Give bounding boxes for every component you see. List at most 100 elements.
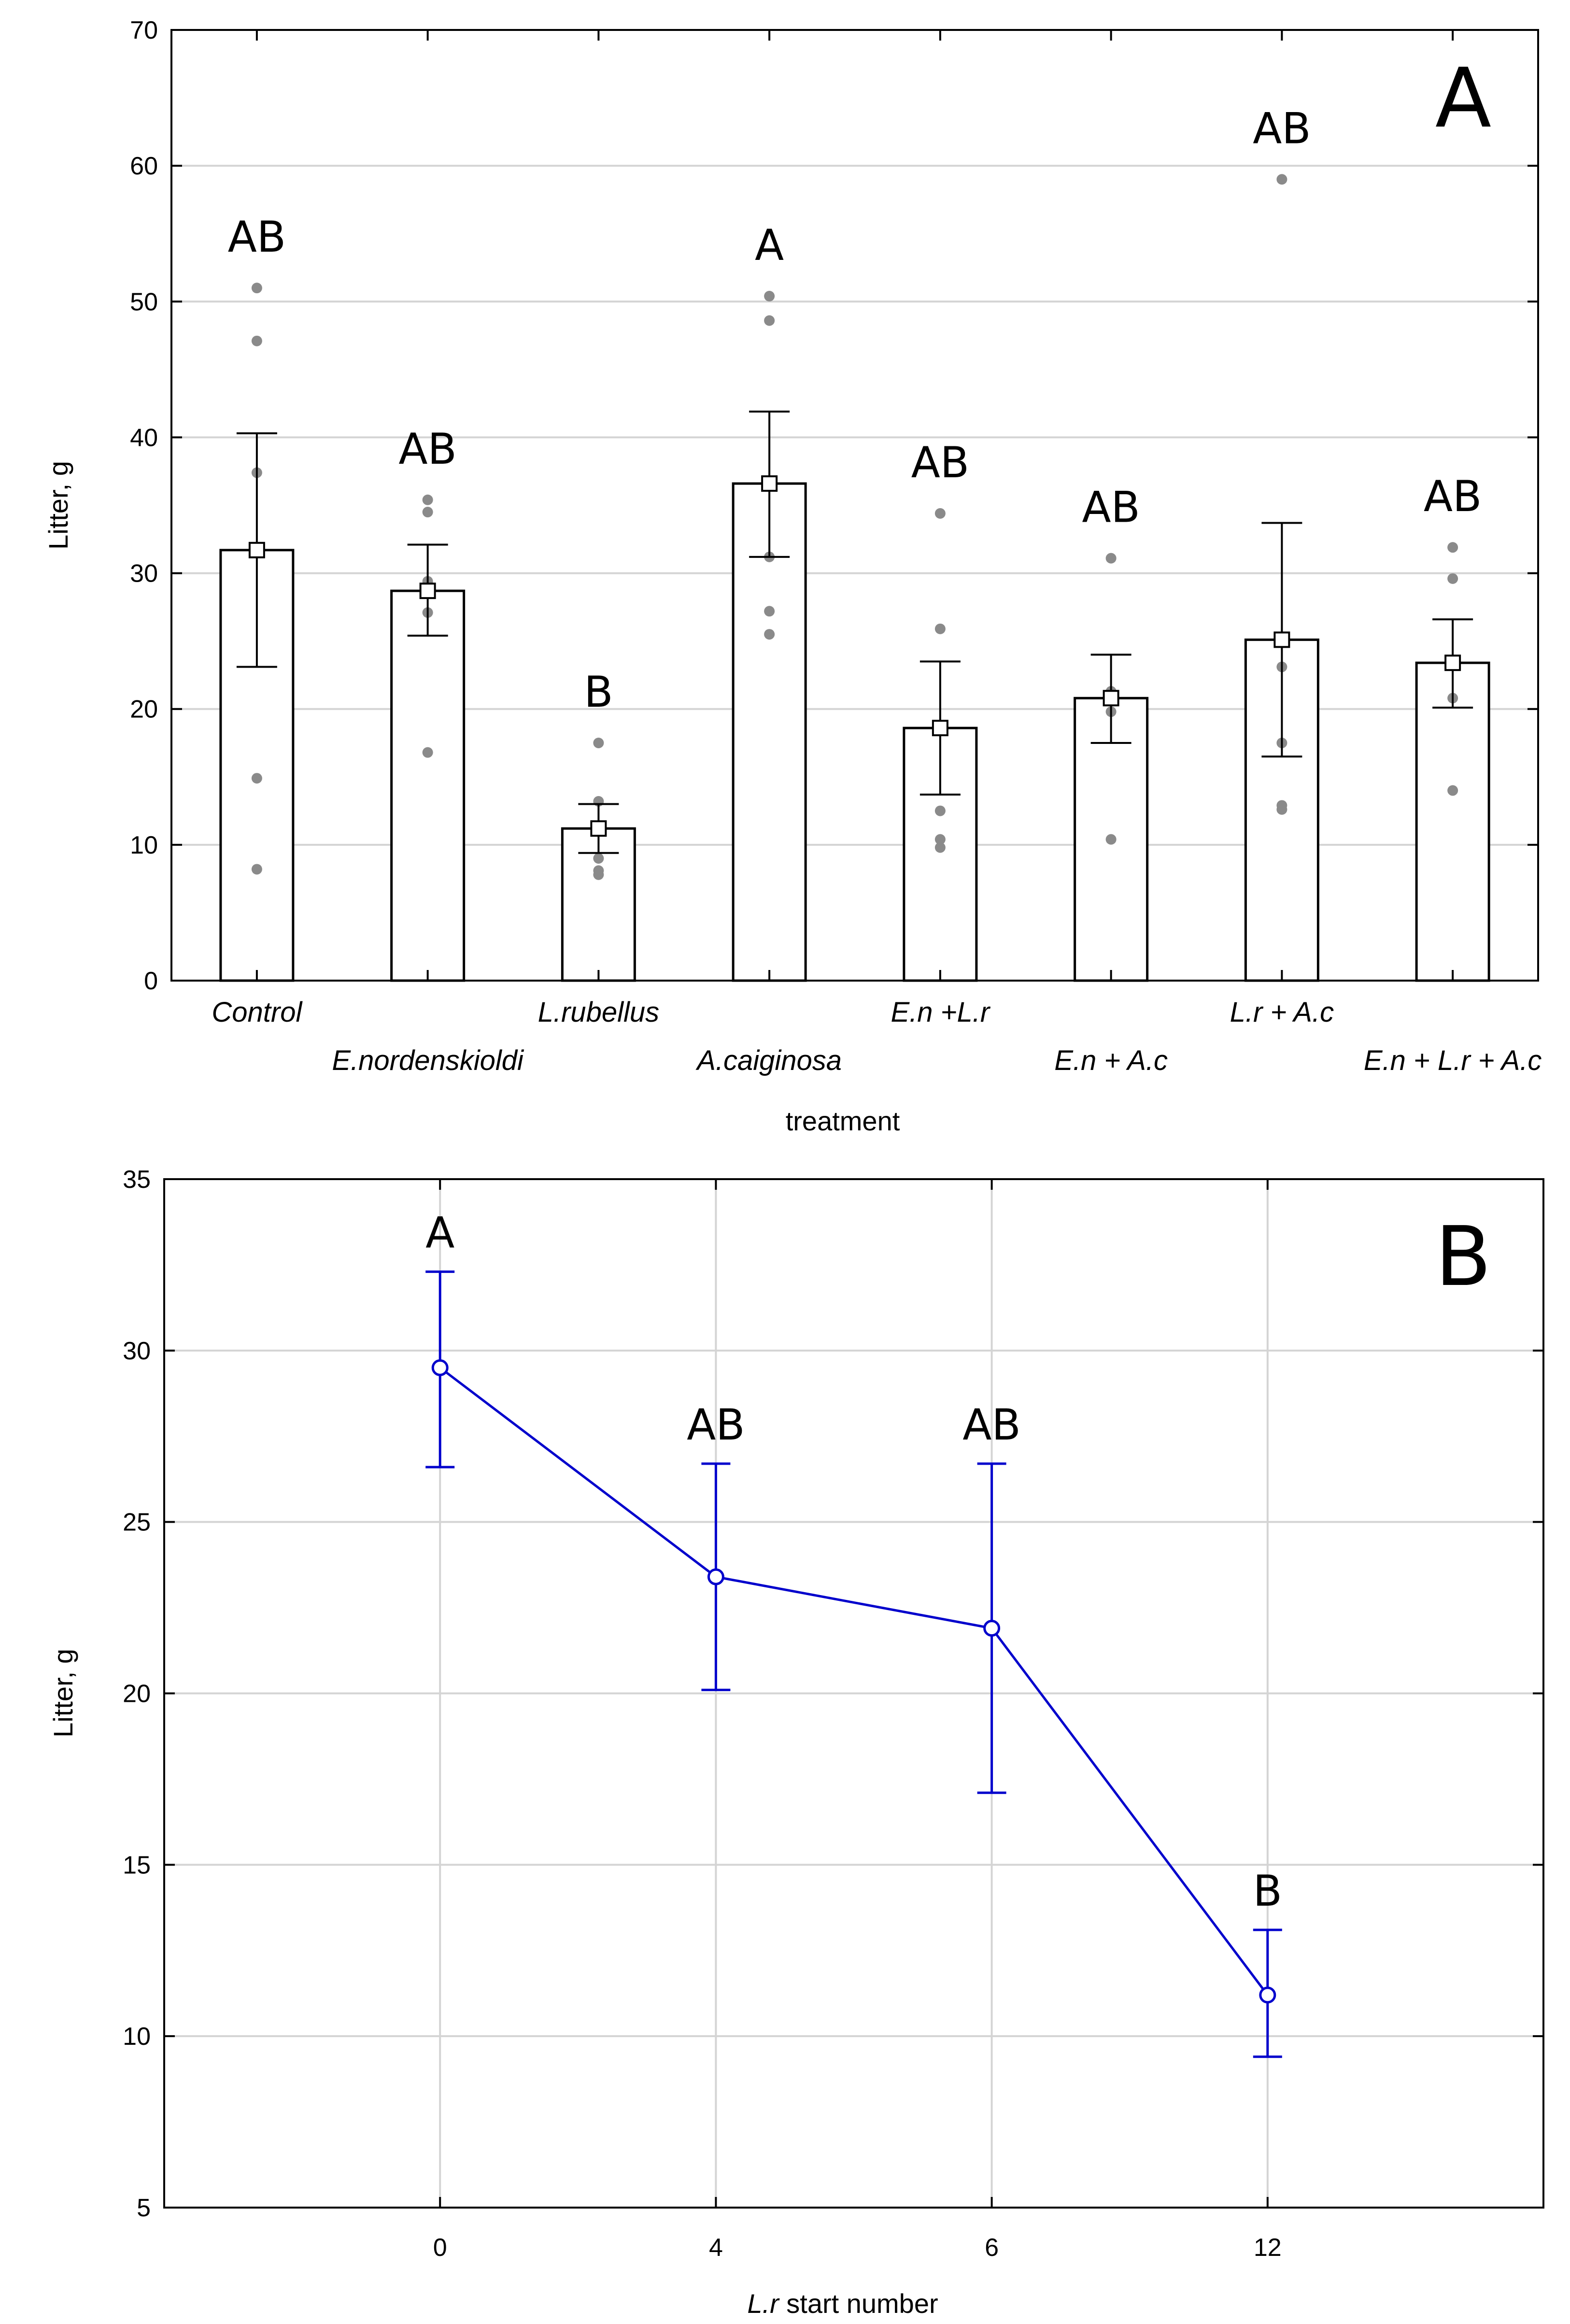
panel-b-y-tick-label: 25 [123, 1509, 151, 1537]
panel-a-mean-marker [1444, 655, 1461, 671]
panel-b: A AB AB B 5 10 15 20 25 30 35 0 4 6 12 B Litter, g L… [48, 1166, 1544, 2319]
panel-a-y-tick-label: 50 [130, 288, 158, 316]
panel-b-significance-label: AB [962, 1400, 1021, 1450]
panel-a-data-point [934, 842, 946, 853]
panel-a-bar [1415, 661, 1490, 982]
panel-a-data-point [422, 507, 433, 518]
panel-a-mean-marker [932, 720, 948, 737]
panel-b-x-tick-label: 0 [433, 2234, 447, 2262]
panel-a-data-point [593, 738, 604, 748]
panel-a-x-categories: Control E.nordenskioldi L.rubellus A.caigin… [212, 30, 1542, 1076]
panel-a-y-tick-label: 0 [144, 967, 158, 995]
panel-a-data-point [1105, 553, 1117, 564]
panel-a-data-point [1276, 804, 1287, 815]
panel-b-x-ticks: 0 4 6 12 [433, 1179, 1282, 2262]
panel-b-y-tick-label: 15 [123, 1851, 151, 1879]
panel-a-y-tick-label: 30 [130, 560, 158, 588]
panel-b-markers [431, 1359, 1276, 2004]
panel-a-data-point [1105, 834, 1117, 845]
panel-a-data-point [934, 834, 946, 845]
panel-b-x-tick-label: 6 [985, 2234, 999, 2262]
panel-a-mean-marker [590, 820, 607, 837]
panel-b-marker [1259, 1986, 1276, 2004]
panel-a-y-tick-label: 20 [130, 696, 158, 724]
panel-b-y-tick-label: 5 [137, 2194, 151, 2222]
panel-a-data-point [1276, 174, 1287, 185]
panel-a-error-bars [236, 411, 1473, 854]
panel-a-mean-marker [1103, 690, 1119, 707]
panel-a-category-label: E.n + L.r + A.c [1364, 1045, 1542, 1076]
panel-a-y-ticks: 0 10 20 30 40 50 60 70 [130, 16, 1538, 995]
panel-b-x-axis-label: L.r start number [747, 2288, 938, 2319]
panel-a-data-point [764, 606, 775, 617]
panel-a-significance-label: A [755, 220, 784, 270]
panel-a-data-point [934, 623, 946, 634]
panel-b-significance-label: AB [687, 1400, 745, 1450]
panel-a: AB AB B A AB AB AB AB 0 10 20 30 40 50 60 70 Control E.… [43, 16, 1542, 1136]
panel-b-y-tick-label: 10 [123, 2023, 151, 2051]
panel-a-mean-marker [1273, 631, 1290, 648]
panel-b-label: B [1435, 1209, 1492, 1305]
panel-a-category-label: E.n +L.r [891, 997, 991, 1028]
panel-a-data-point [1447, 573, 1458, 584]
panel-a-data-point [251, 283, 262, 294]
panel-a-frame [170, 29, 1539, 982]
panel-a-bar [390, 589, 466, 982]
panel-b-series-line [439, 1367, 1269, 1996]
panel-a-category-label: Control [212, 997, 303, 1028]
panel-a-category-label: L.rubellus [538, 997, 659, 1028]
panel-a-data-point [251, 335, 262, 346]
panel-a-y-tick-label: 70 [130, 16, 158, 44]
panel-a-data-point [593, 853, 604, 864]
panel-b-significance-label: B [1253, 1866, 1282, 1916]
panel-a-data-point [764, 291, 775, 302]
panel-a-label: A [1435, 51, 1491, 146]
panel-a-data-point [764, 629, 775, 640]
panel-a-y-tick-label: 60 [130, 152, 158, 180]
panel-a-category-label: E.n + A.c [1054, 1045, 1168, 1076]
panel-a-mean-marker [761, 475, 778, 492]
panel-a-data-point [764, 315, 775, 326]
panel-a-significance-labels: AB AB B A AB AB AB AB [228, 103, 1482, 717]
panel-a-y-tick-label: 40 [130, 424, 158, 452]
panel-a-significance-label: AB [1424, 471, 1482, 521]
panel-a-significance-label: AB [1253, 103, 1311, 153]
panel-a-significance-label: AB [1082, 483, 1140, 532]
panel-a-data-point [251, 773, 262, 784]
panel-a-category-label: A.caiginosa [695, 1045, 842, 1076]
panel-b-y-axis-label: Litter, g [48, 1649, 78, 1738]
panel-a-mean-marker [248, 542, 265, 558]
panel-b-significance-label: A [425, 1208, 454, 1258]
panel-b-frame [163, 1178, 1544, 2209]
panel-b-y-tick-label: 35 [123, 1166, 151, 1194]
panel-a-x-axis-label: treatment [786, 1106, 900, 1136]
panel-b-x-axis-label-rest: start number [779, 2288, 938, 2319]
panel-a-data-point [934, 508, 946, 519]
panel-a-mean-marker [419, 583, 436, 599]
panel-a-data-point [251, 864, 262, 875]
panel-b-x-tick-label: 4 [709, 2234, 723, 2262]
panel-b-y-tick-label: 20 [123, 1680, 151, 1708]
panel-b-marker [983, 1620, 1001, 1637]
panel-a-data-point [1447, 785, 1458, 796]
panel-a-category-label: E.nordenskioldi [332, 1045, 524, 1076]
panel-a-significance-label: AB [228, 212, 286, 262]
panel-b-marker [707, 1568, 724, 1585]
panel-a-data-point [1447, 542, 1458, 553]
panel-a-data-point [593, 869, 604, 880]
panel-b-significance-labels: A AB AB B [425, 1208, 1282, 1916]
panel-b-marker [431, 1359, 449, 1376]
panel-a-y-tick-label: 10 [130, 831, 158, 859]
panel-a-significance-label: B [584, 667, 613, 717]
panel-a-significance-label: AB [398, 424, 457, 474]
panel-b-y-tick-label: 30 [123, 1337, 151, 1365]
panel-b-y-ticks: 5 10 15 20 25 30 35 [123, 1166, 1543, 2222]
panel-a-data-point [934, 805, 946, 816]
panel-b-x-tick-label: 12 [1254, 2234, 1282, 2262]
panel-a-data-point [422, 747, 433, 758]
panel-a-category-label: L.r + A.c [1230, 997, 1334, 1028]
panel-a-y-axis-label: Litter, g [43, 461, 73, 550]
panel-a-data-point [422, 494, 433, 505]
panel-a-significance-label: AB [911, 438, 970, 487]
